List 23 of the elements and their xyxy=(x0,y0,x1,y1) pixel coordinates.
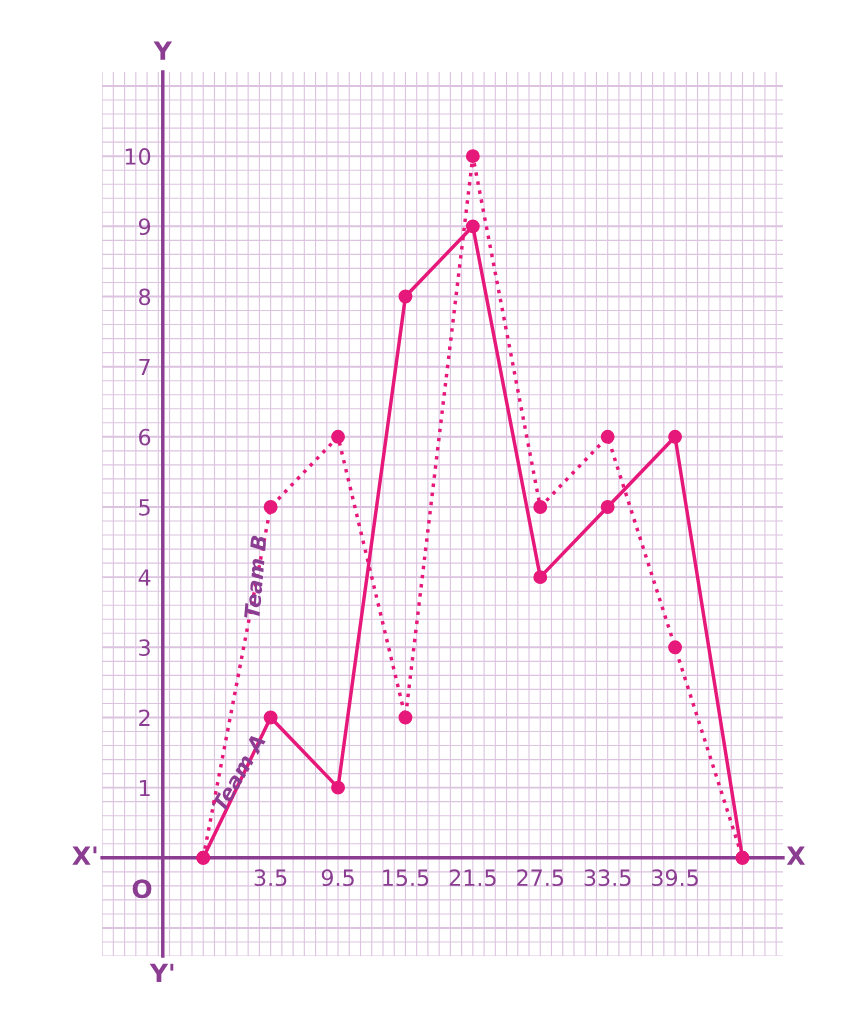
y-tick-label: 6 xyxy=(139,428,151,446)
x-tick-label: 9.5 xyxy=(321,869,354,887)
x-tick-label: 3.5 xyxy=(254,869,287,887)
y-tick-label: 3 xyxy=(139,639,150,657)
text: O xyxy=(132,879,152,899)
y-tick-label: 5 xyxy=(139,499,150,516)
y-tick-label: 10 xyxy=(125,148,151,165)
y-tick-label: 8 xyxy=(139,288,151,306)
y-tick-label: 2 xyxy=(139,709,150,726)
x-tick-label: 39.5 xyxy=(652,869,698,887)
text: X xyxy=(786,846,806,865)
y-tick-label: 1 xyxy=(139,779,150,797)
x-tick-label: 15.5 xyxy=(383,869,429,887)
text: X' xyxy=(72,846,97,865)
text: Y xyxy=(153,41,173,60)
x-tick-label: 33.5 xyxy=(584,869,631,887)
y-tick-label: 9 xyxy=(138,218,151,236)
y-tick-label: 4 xyxy=(138,569,151,586)
text: Y' xyxy=(149,963,174,983)
x-tick-label: 21.5 xyxy=(449,869,496,887)
y-tick-label: 7 xyxy=(139,358,150,376)
text: Team B xyxy=(244,535,267,619)
x-tick-label: 27.5 xyxy=(517,869,564,887)
